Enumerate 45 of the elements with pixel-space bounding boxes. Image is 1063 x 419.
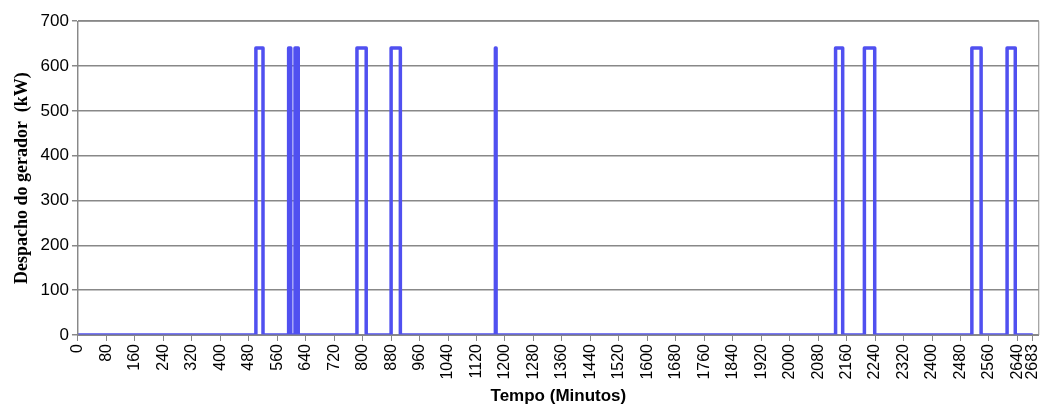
x-tick-label: 1520: [609, 343, 627, 380]
x-tick-label: 800: [353, 343, 371, 371]
y-tick-label: 100: [40, 279, 69, 299]
x-tick-label: 1040: [438, 343, 456, 380]
x-tick-label: 960: [409, 343, 427, 371]
x-tick-label: 1120: [466, 343, 484, 379]
x-tick-label: 480: [239, 343, 257, 371]
x-tick-label: 1360: [552, 343, 570, 380]
y-tick-label: 300: [40, 190, 69, 210]
x-axis-title: Tempo (Minutos): [490, 386, 627, 406]
x-tick-label: 1200: [495, 343, 513, 380]
x-tick-label: 2320: [893, 343, 911, 380]
x-tick-label: 1600: [637, 343, 655, 380]
x-tick-label: 80: [96, 343, 114, 362]
x-tick-label: 2640: [1007, 343, 1025, 380]
x-tick-label: 2160: [837, 343, 855, 380]
y-tick-label: 700: [40, 10, 69, 30]
x-tick-label: 2560: [979, 343, 997, 380]
y-tick-label: 500: [40, 100, 69, 120]
x-tick-label: 720: [324, 343, 342, 371]
x-tick-label: 640: [296, 343, 314, 371]
x-tick-label: 1760: [694, 343, 712, 380]
x-tick-label: 880: [381, 343, 399, 371]
x-tick-label: 2240: [865, 343, 883, 380]
x-tick-label: 2683: [1023, 343, 1041, 380]
x-tick-label: 2080: [808, 343, 826, 380]
y-tick-label: 400: [40, 145, 69, 165]
y-tick-label: 600: [40, 55, 69, 75]
y-tick-label: 200: [40, 235, 69, 255]
x-tick-label: 320: [182, 343, 200, 371]
y-tick-label: 0: [59, 324, 69, 344]
x-tick-label: 1440: [580, 343, 598, 380]
x-tick-label: 240: [153, 343, 171, 371]
x-tick-label: 560: [267, 343, 285, 371]
x-tick-label: 1920: [751, 343, 769, 380]
x-tick-label: 2400: [922, 343, 940, 380]
x-tick-label: 1680: [666, 343, 684, 380]
x-tick-label: 0: [68, 343, 86, 353]
x-tick-label: 2480: [950, 343, 968, 380]
x-tick-label: 1840: [723, 343, 741, 380]
x-tick-label: 1280: [523, 343, 541, 380]
x-tick-label: 2000: [780, 343, 798, 380]
y-axis-title: Despacho do gerador (kW): [11, 72, 33, 284]
x-tick-label: 400: [210, 343, 228, 371]
x-tick-label: 160: [125, 343, 143, 371]
